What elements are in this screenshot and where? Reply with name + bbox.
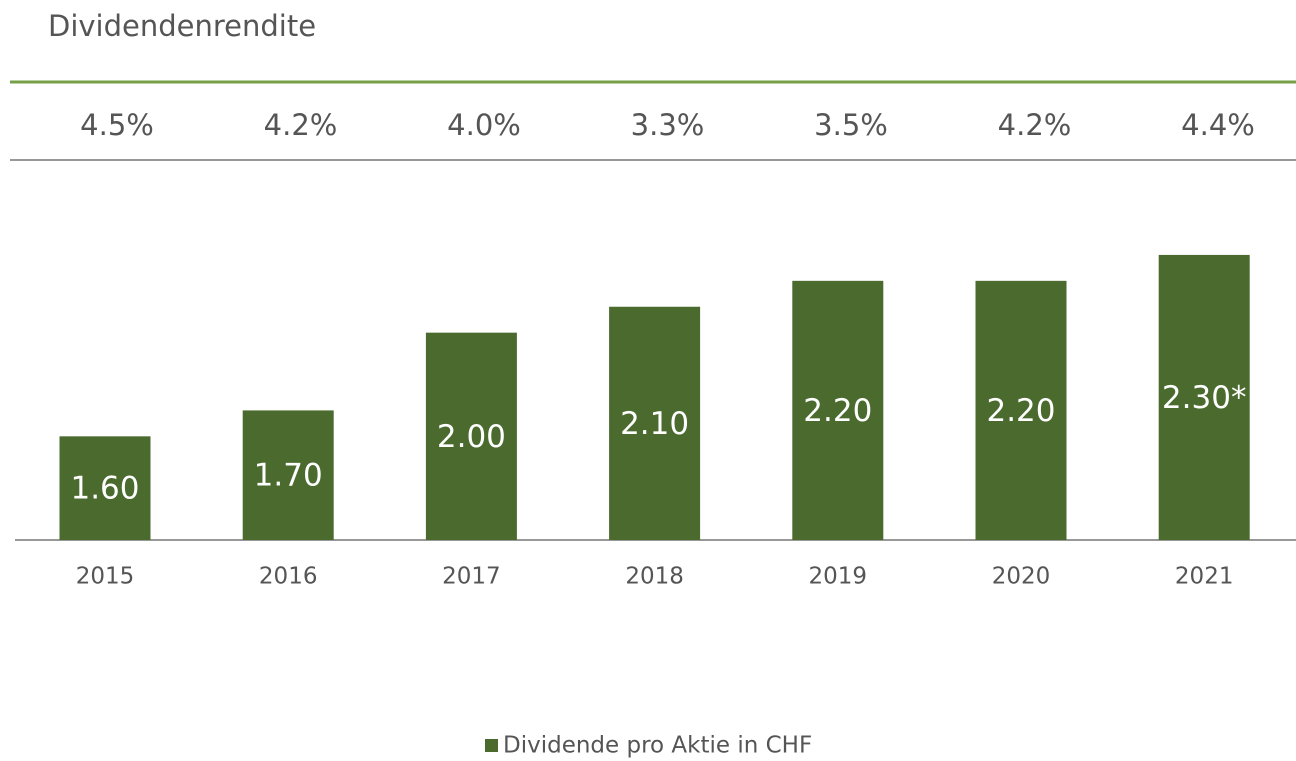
bar-value-label: 2.20 [986, 393, 1055, 429]
x-tick-label: 2020 [992, 564, 1051, 590]
yield-label: 4.2% [998, 108, 1072, 142]
legend-swatch [485, 739, 498, 752]
bar [242, 410, 334, 540]
x-tick-label: 2017 [442, 564, 501, 590]
bar-value-label: 2.00 [437, 419, 506, 455]
yield-label: 4.4% [1181, 108, 1255, 142]
yield-label: 3.3% [631, 108, 705, 142]
x-tick-label: 2021 [1175, 564, 1234, 590]
yield-label: 4.2% [264, 108, 338, 142]
bar [1158, 254, 1250, 540]
x-tick-label: 2015 [76, 564, 135, 590]
x-tick-label: 2016 [259, 564, 318, 590]
bar [609, 306, 701, 540]
bar-value-label: 2.20 [803, 393, 872, 429]
bar [425, 332, 517, 540]
bar-value-label: 1.70 [254, 458, 323, 494]
x-tick-label: 2018 [625, 564, 684, 590]
legend-label: Dividende pro Aktie in CHF [503, 733, 812, 759]
x-tick-label: 2019 [809, 564, 868, 590]
yield-label: 4.5% [80, 108, 154, 142]
bar-value-label: 1.60 [70, 471, 139, 507]
bar-value-label: 2.10 [620, 406, 689, 442]
yield-label: 4.0% [447, 108, 521, 142]
bar [792, 280, 884, 540]
yield-title: Dividendenrendite [48, 9, 316, 43]
bar-value-label: 2.30* [1162, 380, 1247, 416]
bar [59, 436, 151, 540]
yield-label: 3.5% [814, 108, 888, 142]
bar [975, 280, 1067, 540]
